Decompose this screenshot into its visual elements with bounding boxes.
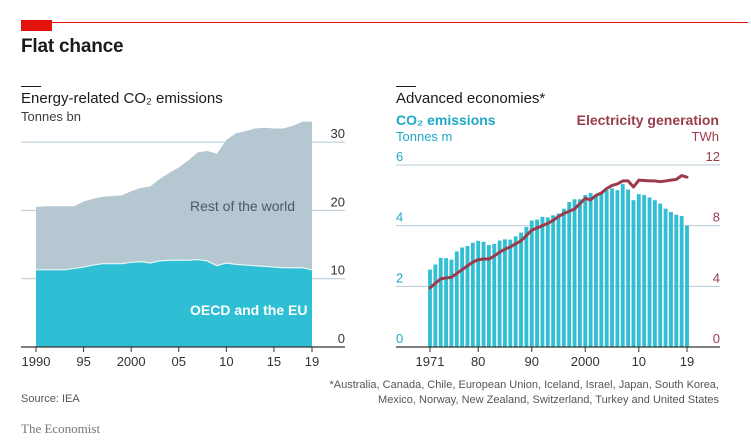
- bar-co2: [567, 202, 572, 347]
- x-tick-label: 1971: [416, 354, 445, 369]
- bar-co2: [594, 195, 598, 347]
- bar-co2: [551, 215, 556, 347]
- bar-co2: [454, 251, 459, 347]
- bar-co2: [481, 241, 486, 347]
- bar-co2: [503, 239, 507, 347]
- co2-series-label: CO₂ emissions: [396, 112, 496, 128]
- bar-co2: [636, 194, 641, 347]
- right-chart-title: Advanced economies*: [396, 90, 546, 107]
- bar-co2: [620, 184, 625, 347]
- bar-co2: [647, 197, 652, 347]
- electricity-series-label: Electricity generation: [576, 112, 719, 128]
- bar-co2: [492, 243, 497, 347]
- bar-co2: [524, 226, 529, 347]
- annotation-oecd-eu: OECD and the EU: [190, 302, 307, 318]
- bar-co2: [433, 264, 438, 347]
- footnote-line-2: Mexico, Norway, New Zealand, Switzerland…: [378, 394, 719, 406]
- bar-co2: [615, 190, 620, 347]
- bar-co2: [476, 240, 481, 347]
- bar-co2: [449, 259, 454, 347]
- left-y-tick-label: 0: [396, 331, 403, 346]
- header-red-tag: [21, 20, 52, 31]
- bar-co2: [642, 195, 647, 347]
- y-tick-label: 10: [331, 263, 345, 278]
- bar-co2: [652, 200, 657, 347]
- left-area-chart: 1990 95 2000 05 10 15 19 0 10 20 30 Rest of the wor…: [21, 121, 345, 369]
- x-tick-label: 95: [76, 354, 90, 369]
- area-rest-of-world: [36, 121, 312, 270]
- bar-co2: [685, 225, 689, 347]
- header-rule: [21, 22, 748, 23]
- co2-unit-label: Tonnes m: [396, 129, 453, 144]
- y-tick-label: 20: [331, 194, 345, 209]
- bar-co2: [610, 188, 614, 347]
- left-y-tick-label: 2: [396, 270, 403, 285]
- source-note: Source: IEA: [21, 393, 80, 405]
- chart-headline: Flat chance: [21, 36, 124, 57]
- right-y-tick-label: 8: [713, 210, 720, 225]
- y-tick-label: 30: [331, 126, 345, 141]
- right-bar-line-chart: 1971 80 90 2000 10 19 0 2 4 6 0 4 8 12: [396, 149, 720, 369]
- line-electricity: [428, 174, 689, 290]
- bar-co2: [470, 242, 475, 347]
- x-tick-label: 1990: [22, 354, 51, 369]
- bar-co2: [556, 213, 561, 347]
- x-tick-label: 2000: [117, 354, 146, 369]
- bar-co2: [497, 240, 502, 347]
- bar-co2: [658, 203, 663, 347]
- electricity-unit-label: TWh: [691, 129, 719, 144]
- x-tick-label: 10: [219, 354, 233, 369]
- bar-co2: [663, 208, 668, 347]
- footnote-line-1: *Australia, Canada, Chile, European Unio…: [329, 379, 719, 391]
- bar-co2: [465, 245, 470, 347]
- right-y-tick-label: 4: [713, 270, 720, 285]
- bar-co2: [577, 199, 582, 347]
- bar-co2: [460, 247, 465, 347]
- bar-co2: [631, 200, 636, 347]
- bar-co2: [529, 220, 534, 347]
- x-tick-label: 15: [267, 354, 281, 369]
- bar-co2: [540, 216, 545, 347]
- bar-co2: [669, 212, 673, 347]
- oecd-boundary-line: [36, 258, 313, 271]
- bar-co2: [604, 190, 609, 347]
- right-panel-rule: [396, 86, 416, 87]
- x-tick-label: 80: [471, 354, 485, 369]
- area-oecd-eu: [36, 259, 312, 347]
- x-tick-label: 90: [524, 354, 538, 369]
- bar-co2: [561, 208, 566, 347]
- x-tick-label: 2000: [571, 354, 600, 369]
- left-y-tick-label: 4: [396, 210, 403, 225]
- left-y-tick-label: 6: [396, 149, 403, 164]
- left-chart-title: Energy-related CO₂ emissions: [21, 90, 223, 107]
- annotation-rest-of-world: Rest of the world: [190, 198, 295, 214]
- x-tick-label: 10: [632, 354, 646, 369]
- bar-co2: [583, 195, 588, 347]
- footnote: *Australia, Canada, Chile, European Unio…: [299, 378, 719, 408]
- left-chart-unit: Tonnes bn: [21, 109, 81, 124]
- bar-co2: [438, 257, 443, 347]
- x-tick-label: 05: [172, 354, 186, 369]
- right-y-tick-label: 0: [713, 331, 720, 346]
- right-y-tick-label: 12: [706, 149, 720, 164]
- bar-co2: [535, 219, 540, 347]
- y-tick-label: 0: [338, 331, 345, 346]
- bar-co2: [519, 232, 523, 347]
- bar-co2: [428, 269, 432, 347]
- bar-co2: [679, 215, 684, 347]
- left-panel-rule: [21, 86, 41, 87]
- bar-co2: [626, 189, 631, 347]
- bar-co2: [444, 258, 448, 347]
- bar-co2: [508, 239, 513, 347]
- bar-co2: [588, 192, 593, 347]
- bar-co2: [513, 236, 518, 347]
- x-tick-label: 19: [305, 354, 319, 369]
- brand-logo-text: The Economist: [21, 421, 101, 436]
- bar-co2: [599, 193, 604, 347]
- bar-co2: [545, 217, 550, 347]
- x-tick-label: 19: [680, 354, 694, 369]
- bar-co2: [486, 245, 491, 347]
- bar-co2: [674, 214, 679, 347]
- bar-co2: [572, 199, 577, 347]
